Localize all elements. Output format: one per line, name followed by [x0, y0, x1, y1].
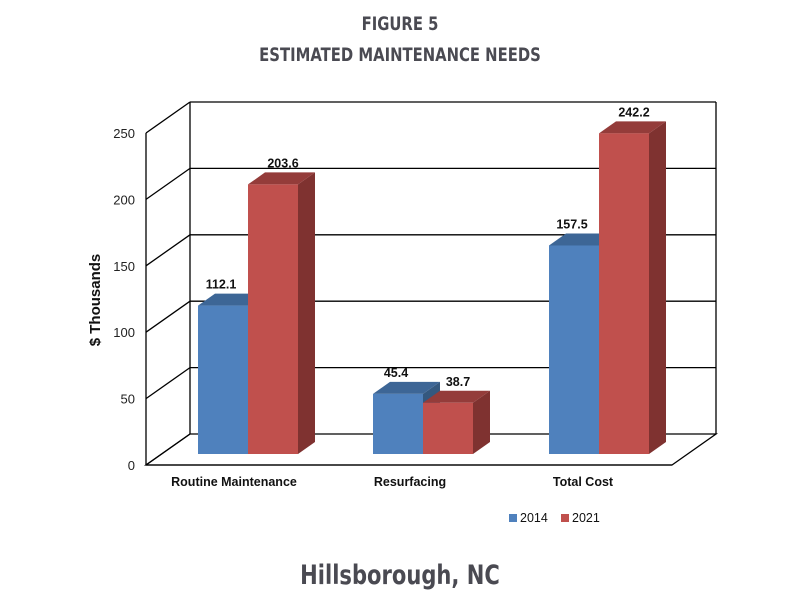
y-tick-label: 150 [113, 259, 135, 274]
figure-number: FIGURE 5 [361, 13, 439, 35]
data-label: 45.4 [384, 366, 408, 380]
x-axis-categories: Routine Maintenance Resurfacing Total Cost [171, 475, 614, 489]
y-tick-label: 100 [113, 325, 135, 340]
x-category-label: Routine Maintenance [171, 475, 297, 489]
data-label: 203.6 [267, 156, 298, 170]
x-category-label: Total Cost [553, 475, 614, 489]
y-tick-label: 50 [121, 392, 135, 407]
bar-2021-2 [599, 121, 666, 454]
x-category-label: Resurfacing [374, 475, 446, 489]
y-tick-label: 200 [113, 192, 135, 207]
bar-2021-0 [248, 172, 315, 454]
legend-swatch-2021 [561, 514, 569, 522]
legend-label-2014: 2014 [520, 511, 548, 525]
legend-label-2021: 2021 [572, 511, 600, 525]
data-label: 112.1 [206, 278, 237, 292]
y-axis-label: $ Thousands [87, 254, 104, 347]
data-label: 157.5 [556, 217, 587, 231]
bar-2021-1 [423, 390, 490, 454]
chart-title: ESTIMATED MAINTENANCE NEEDS [259, 44, 541, 66]
y-axis: 0 50 100 150 200 250 [113, 126, 147, 473]
bar-series: 112.1 45.4 157.5 203.6 38.7 242.2 [198, 105, 666, 454]
data-label: 242.2 [618, 105, 649, 119]
location-caption: Hillsborough, NC [300, 560, 500, 591]
legend-swatch-2014 [509, 514, 517, 522]
data-label: 38.7 [446, 375, 470, 389]
legend: 2014 2021 [509, 511, 600, 525]
y-tick-label: 0 [128, 458, 135, 473]
y-tick-label: 250 [113, 126, 135, 141]
